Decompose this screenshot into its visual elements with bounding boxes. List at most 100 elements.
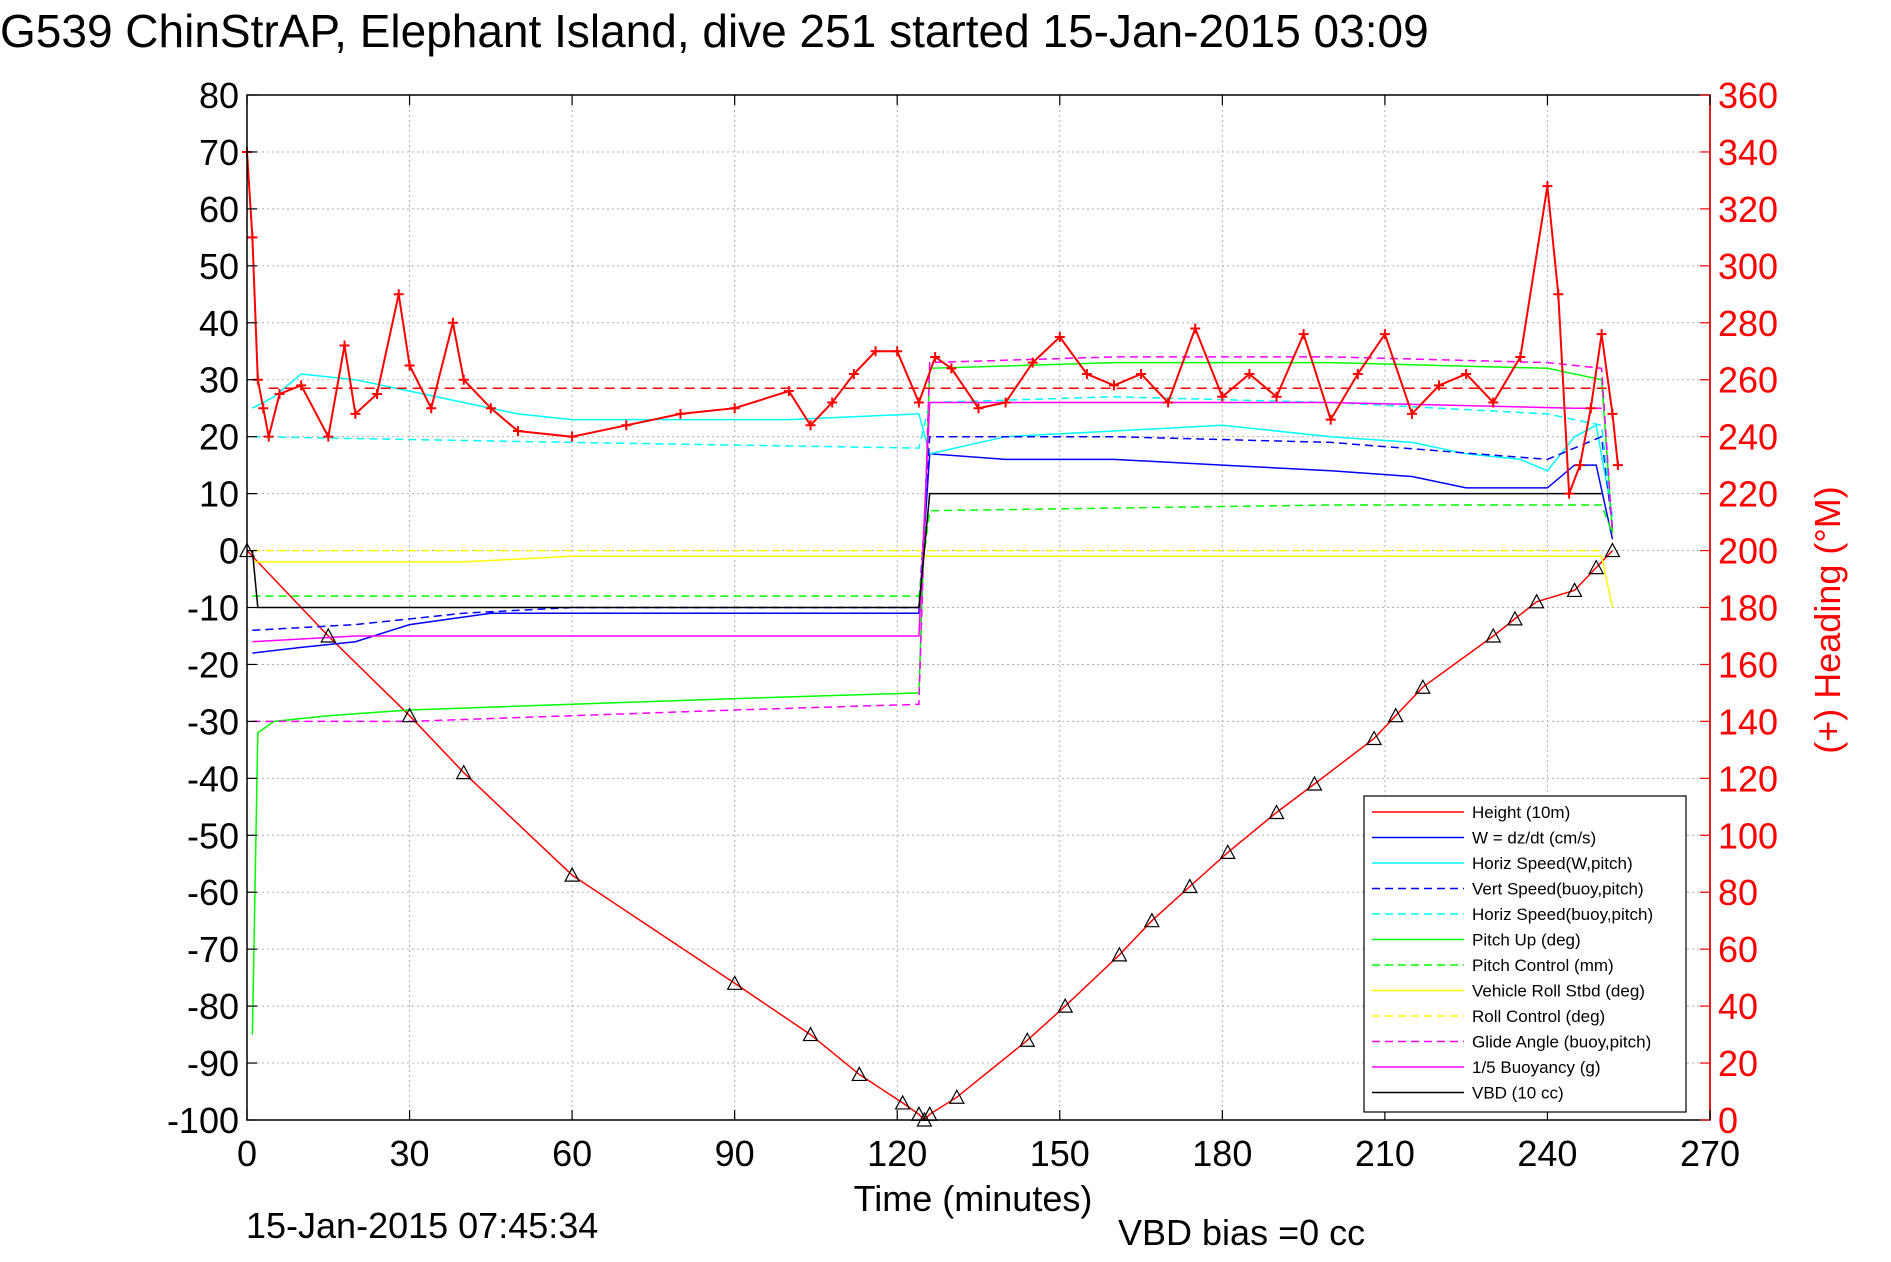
height-marker [726, 975, 743, 990]
legend-label: Horiz Speed(buoy,pitch) [1472, 905, 1653, 924]
series-line-1 [252, 452, 1614, 654]
heading-marker [372, 388, 383, 399]
heading-marker [1461, 369, 1472, 380]
heading-marker [783, 386, 794, 397]
y2-tick-label: 200 [1718, 531, 1778, 572]
height-marker [1111, 946, 1128, 962]
heading-marker [1488, 397, 1499, 408]
heading-marker [913, 397, 924, 408]
right-axis-ticks: 3603403203002802602402202001801601401201… [1700, 75, 1778, 1141]
height-marker [1181, 878, 1198, 894]
height-marker [1506, 610, 1523, 626]
y2-tick-label: 40 [1718, 986, 1758, 1027]
legend-label: Roll Control (deg) [1472, 1007, 1605, 1026]
y2-tick-label: 0 [1718, 1100, 1738, 1141]
legend-box [1363, 795, 1687, 1113]
series-line-0 [246, 550, 1614, 1122]
legend-label: Vert Speed(buoy,pitch) [1472, 880, 1644, 899]
x-tick-label: 60 [552, 1133, 592, 1174]
height-marker [1528, 593, 1545, 609]
y-tick-label: 60 [199, 189, 239, 230]
heading-marker [1564, 488, 1575, 499]
y2-tick-label: 80 [1718, 872, 1758, 913]
height-marker [564, 866, 581, 882]
series-line-5 [251, 361, 1614, 1035]
series-line-4 [252, 396, 1614, 523]
height-marker [1588, 559, 1605, 575]
height-marker [1057, 997, 1074, 1013]
heading-marker [296, 380, 307, 391]
legend-label: W = dz/dt (cm/s) [1472, 829, 1596, 848]
y2-tick-label: 120 [1718, 758, 1778, 799]
legend-label: Pitch Up (deg) [1472, 931, 1581, 950]
heading-marker [1271, 391, 1282, 402]
y-tick-label: -60 [187, 872, 239, 913]
y-tick-label: 70 [199, 132, 239, 173]
y2-tick-label: 60 [1718, 929, 1758, 970]
height-marker [1219, 844, 1236, 859]
heading-marker [1607, 408, 1618, 419]
height-marker [1604, 542, 1621, 558]
heading-marker [458, 374, 469, 385]
x-tick-label: 30 [390, 1133, 430, 1174]
y2-tick-label: 260 [1718, 360, 1778, 401]
y-tick-label: -20 [187, 644, 239, 685]
y2-tick-label: 360 [1718, 75, 1778, 116]
y-tick-label: -10 [187, 588, 239, 629]
heading-marker [1553, 289, 1564, 300]
height-marker [1485, 627, 1502, 643]
x-tick-label: 150 [1030, 1133, 1090, 1174]
heading-marker [1515, 351, 1526, 362]
y2-tick-label: 100 [1718, 815, 1778, 856]
series-line-9 [252, 356, 1614, 723]
x-axis-ticks: 0 30 60 90 120 150 180 210 240 270 [237, 95, 1740, 1174]
heading-marker [512, 425, 523, 436]
heading-marker [1325, 414, 1336, 425]
y2-tick-label: 320 [1718, 189, 1778, 230]
heading-marker [1163, 397, 1174, 408]
y-tick-label: 20 [199, 417, 239, 458]
y2-tick-label: 20 [1718, 1043, 1758, 1084]
heading-marker [567, 431, 578, 442]
x-tick-label: 90 [715, 1133, 755, 1174]
y2-tick-label: 280 [1718, 303, 1778, 344]
y2-tick-label: 160 [1718, 644, 1778, 685]
heading-marker [1054, 332, 1065, 343]
heading-marker [892, 346, 903, 357]
legend-label: Glide Angle (buoy,pitch) [1472, 1033, 1651, 1052]
heading-marker [393, 289, 404, 300]
heading-marker [1406, 408, 1417, 419]
heading-marker [404, 360, 415, 371]
heading-marker [426, 403, 437, 414]
chart-title: G539 ChinStrAP, Elephant Island, dive 25… [0, 5, 1429, 57]
y2-tick-label: 180 [1718, 588, 1778, 629]
heading-marker [1108, 380, 1119, 391]
heading-marker [1542, 181, 1553, 192]
height-marker [851, 1066, 868, 1082]
y-tick-label: -90 [187, 1043, 239, 1084]
heading-marker [339, 340, 350, 351]
y2-tick-label: 240 [1718, 417, 1778, 458]
right-axis-label: (+) Heading (°M) [1807, 486, 1848, 753]
heading-marker [870, 346, 881, 357]
height-marker [1143, 912, 1160, 928]
y-tick-label: -100 [167, 1100, 239, 1141]
height-marker [894, 1094, 911, 1110]
y2-tick-label: 220 [1718, 474, 1778, 515]
y2-tick-label: 340 [1718, 132, 1778, 173]
y-tick-label: 30 [199, 360, 239, 401]
y-tick-label: 50 [199, 246, 239, 287]
legend-label: 1/5 Buoyancy (g) [1472, 1058, 1601, 1077]
height-marker [802, 1026, 819, 1042]
heading-marker [1298, 329, 1309, 340]
heading-marker [485, 403, 496, 414]
heading-marker [1027, 357, 1038, 368]
height-marker [401, 707, 418, 723]
heading-marker [1434, 380, 1445, 391]
heading-marker [1190, 323, 1201, 334]
heading-marker [1596, 329, 1607, 340]
heading-marker [675, 408, 686, 419]
y-tick-label: 0 [219, 531, 239, 572]
height-marker [1019, 1032, 1036, 1047]
